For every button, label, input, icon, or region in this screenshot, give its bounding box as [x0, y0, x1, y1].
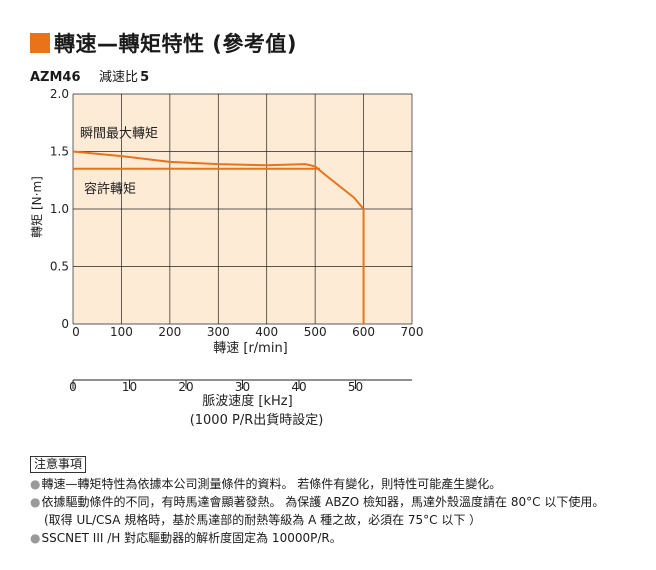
- x-tick-label: 200: [158, 325, 181, 339]
- x-axis-label: 轉速 [r/min]: [213, 341, 288, 356]
- x-tick-label: 600: [352, 325, 375, 339]
- bullet-icon: ●: [30, 531, 41, 545]
- series-label-max-torque: 瞬間最大轉矩: [80, 127, 158, 142]
- x-tick-label: 300: [207, 325, 230, 339]
- note-item: ●轉速—轉矩特性為依據本公司測量條件的資料。 若條件有變化，則特性可能產生變化。: [30, 477, 502, 491]
- secondary-tick-label: 50: [348, 380, 363, 394]
- axes: [72, 379, 412, 389]
- y-tick-label: 2.0: [50, 87, 69, 101]
- note-item: ●依據驅動條件的不同，有時馬達會顯著發熱。 為保護 ABZO 檢知器，馬達外殼溫…: [30, 495, 605, 509]
- secondary-axis-label: 脈波速度 [kHz]: [202, 393, 292, 409]
- secondary-tick-label: 10: [122, 380, 137, 394]
- series-label-allowable-torque: 容許轉矩: [84, 181, 136, 197]
- x-tick-label: 500: [304, 325, 327, 339]
- model-name: AZM46: [30, 70, 81, 85]
- secondary-tick-label: 30: [235, 380, 250, 394]
- y-tick-label: 0: [61, 317, 69, 331]
- ratio-label: 減速比: [99, 70, 139, 85]
- title-accent-square: [30, 33, 50, 53]
- y-tick-label: 1.0: [50, 202, 69, 216]
- grid-lines: [72, 93, 413, 325]
- y-axis-label: 轉矩 [N·m]: [30, 176, 44, 238]
- notes-heading: 注意事項: [30, 456, 87, 473]
- ratio-value: 5: [140, 70, 150, 85]
- x-tick-label: 400: [255, 325, 278, 339]
- x-tick-label: 0: [72, 325, 80, 339]
- series-line-max-torque: [72, 150, 365, 210]
- notes-section: 注意事項 ●轉速—轉矩特性為依據本公司測量條件的資料。 若條件有變化，則特性可能…: [30, 455, 604, 547]
- page-title: 轉速—轉矩特性 (參考值): [30, 28, 297, 58]
- series-lines: [72, 150, 365, 324]
- y-tick-label: 0.5: [50, 260, 69, 274]
- x-tick-label: 100: [110, 325, 133, 339]
- chart-subtitle: AZM46 減速比 5: [30, 66, 149, 85]
- bullet-icon: ●: [30, 495, 41, 509]
- x-tick-label: 700: [401, 325, 424, 339]
- y-tick-label: 1.5: [50, 145, 69, 159]
- note-item: (取得 UL/CSA 規格時，基於馬達部的耐熱等級為 A 種之故，必須在 75°…: [44, 513, 482, 527]
- secondary-tick-label: 0: [69, 380, 77, 394]
- secondary-tick-label: 20: [178, 380, 193, 394]
- secondary-axis-note: (1000 P/R出貨時設定): [190, 412, 324, 428]
- secondary-tick-label: 40: [291, 380, 306, 394]
- title-text: 轉速—轉矩特性 (參考值): [54, 32, 298, 56]
- note-item: ●SSCNET III /H 對応驅動器的解析度固定為 10000P/R。: [30, 531, 342, 545]
- bullet-icon: ●: [30, 477, 41, 491]
